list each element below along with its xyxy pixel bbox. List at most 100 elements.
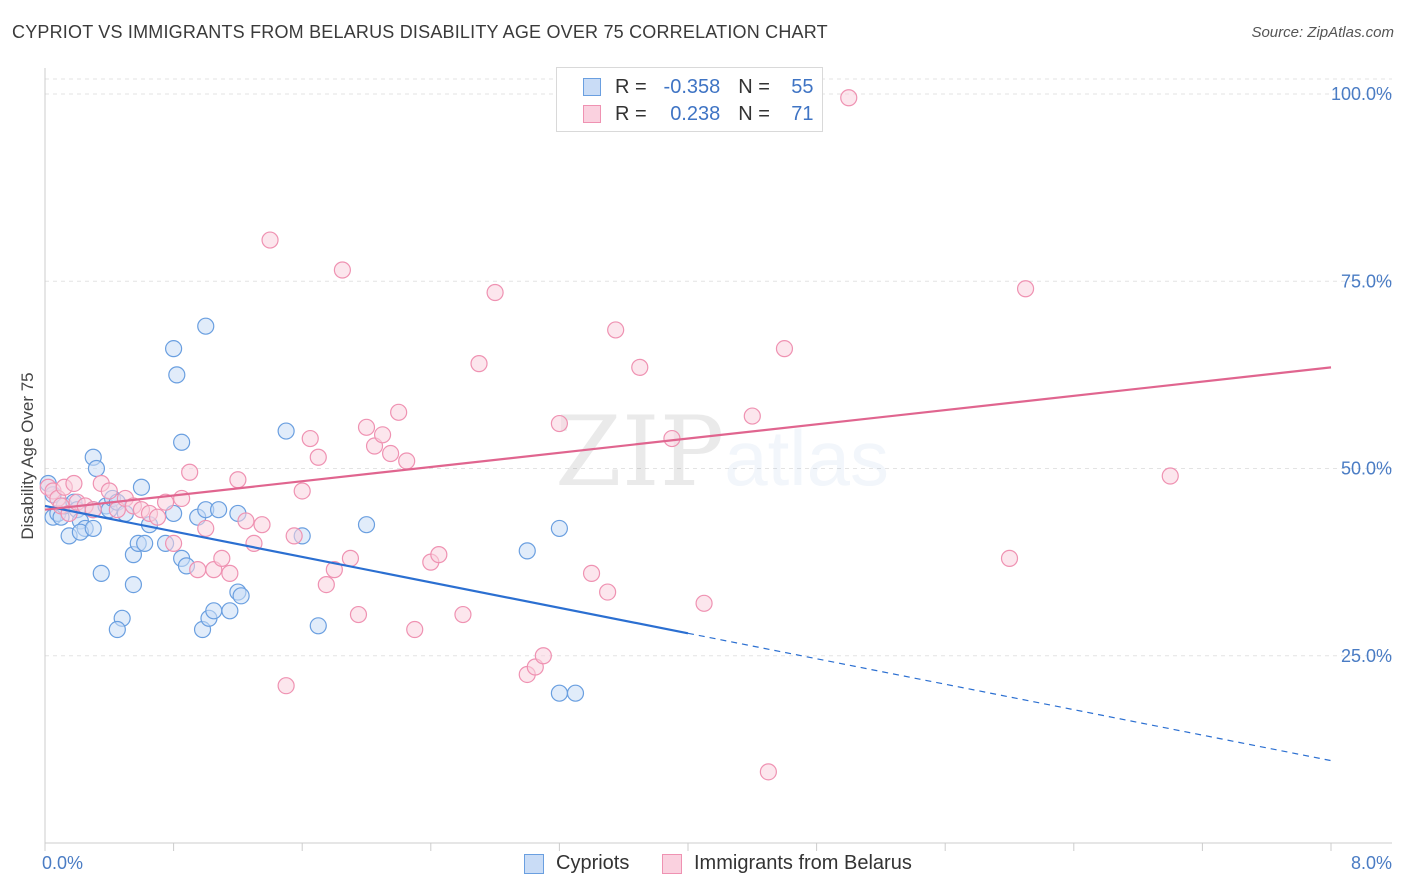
belarus-point: [663, 429, 681, 448]
belarus-point: [189, 561, 207, 579]
cypriot-point: [232, 587, 250, 605]
belarus-trend-line: [44, 366, 1332, 511]
data-points: [39, 89, 1179, 781]
n-label: N =: [738, 75, 776, 98]
cypriot-point: [277, 422, 295, 440]
belarus-point: [607, 321, 625, 339]
belarus-point: [148, 508, 167, 526]
belarus-point: [430, 546, 448, 564]
belarus-point: [285, 527, 303, 545]
belarus-point: [317, 575, 335, 594]
cypriot-point: [205, 602, 223, 620]
legend-swatch-cypriots: [583, 78, 601, 96]
grid-lines: [45, 78, 1392, 657]
belarus-point: [406, 620, 424, 639]
belarus-point: [398, 452, 416, 470]
cypriot-point: [124, 575, 143, 594]
cypriot-trend-line: [44, 504, 689, 635]
belarus-point: [582, 564, 601, 582]
cypriot-point: [132, 478, 151, 496]
n-value-cypriots: 55: [791, 75, 814, 98]
belarus-point: [695, 594, 713, 612]
legend-swatch-belarus: [662, 853, 682, 874]
axes: [44, 68, 1392, 851]
belarus-point: [100, 482, 118, 500]
cypriot-point: [550, 684, 569, 702]
cypriot-point: [165, 340, 183, 358]
belarus-point: [165, 534, 183, 553]
belarus-point: [213, 549, 231, 567]
belarus-point: [181, 463, 199, 481]
y-axis-label: Disability Age Over 75: [18, 372, 37, 539]
watermark-zip: ZIP: [555, 396, 724, 508]
cypriot-point: [168, 366, 186, 384]
legend-swatch-belarus: [583, 105, 601, 123]
y-tick-label: 25.0%: [1341, 646, 1392, 666]
chart-source: Source: ZipAtlas.com: [1251, 24, 1394, 41]
cypriot-point: [92, 564, 110, 582]
belarus-point: [390, 403, 408, 421]
belarus-point: [237, 512, 255, 530]
belarus-point: [341, 549, 360, 567]
belarus-point: [309, 448, 327, 466]
legend-swatch-cypriots: [524, 853, 544, 874]
series-legend: Cypriots Immigrants from Belarus: [0, 852, 1406, 878]
belarus-point: [486, 283, 504, 302]
belarus-point: [550, 414, 569, 433]
legend-item-cypriots: Cypriots: [524, 852, 629, 875]
cypriot-point: [566, 684, 585, 702]
belarus-point: [1161, 467, 1179, 485]
chart-title: CYPRIOT VS IMMIGRANTS FROM BELARUS DISAB…: [12, 22, 828, 42]
watermark-atlas: atlas: [724, 414, 889, 502]
cypriot-point: [136, 534, 154, 553]
cypriot-point: [357, 516, 376, 534]
legend-label-cypriots: Cypriots: [556, 852, 630, 874]
belarus-point: [156, 493, 175, 511]
x-tick-label: 0.0%: [42, 853, 83, 873]
belarus-point: [775, 340, 794, 358]
r-value-belarus: 0.238: [670, 102, 721, 125]
r-label: R =: [615, 102, 653, 125]
y-tick-label: 50.0%: [1341, 459, 1392, 479]
x-tick-label: 8.0%: [1351, 853, 1392, 873]
belarus-point: [333, 261, 351, 279]
belarus-point: [1000, 549, 1019, 567]
belarus-point: [759, 763, 777, 781]
belarus-point: [454, 605, 472, 624]
cypriot-trend-extension: [687, 632, 1332, 762]
watermark: ZIPatlas: [555, 396, 889, 508]
belarus-point: [221, 564, 239, 582]
legend-label-belarus: Immigrants from Belarus: [694, 852, 912, 874]
cypriot-point: [108, 620, 126, 639]
n-value-belarus: 71: [791, 102, 814, 125]
cypriot-point: [87, 459, 106, 478]
belarus-point: [301, 429, 319, 448]
y-tick-label: 100.0%: [1331, 84, 1392, 104]
belarus-point: [373, 426, 392, 444]
belarus-point: [357, 418, 376, 436]
cypriot-point: [309, 617, 327, 635]
tick-labels: 25.0% 50.0% 75.0% 100.0% 0.0% 8.0%: [42, 84, 1392, 873]
belarus-point: [743, 407, 761, 425]
belarus-point: [197, 519, 215, 538]
correlation-legend: R = -0.358 N = 55 R = 0.238 N = 71: [556, 67, 823, 132]
belarus-point: [382, 444, 400, 463]
belarus-point: [325, 561, 343, 579]
y-tick-label: 75.0%: [1341, 271, 1392, 291]
cypriot-point: [518, 542, 536, 560]
cypriot-point: [84, 519, 102, 538]
cypriot-point: [550, 519, 569, 538]
r-label: R =: [615, 75, 653, 98]
n-label: N =: [738, 102, 776, 125]
belarus-point: [253, 516, 271, 534]
belarus-point: [599, 583, 617, 601]
cypriot-point: [197, 317, 215, 335]
belarus-point: [534, 647, 552, 665]
belarus-point: [65, 474, 83, 493]
belarus-point: [229, 471, 247, 489]
belarus-point: [293, 482, 311, 500]
cypriot-point: [221, 602, 239, 620]
legend-item-belarus: Immigrants from Belarus: [662, 852, 912, 875]
legend-row-belarus: R = 0.238 N = 71: [557, 101, 814, 127]
